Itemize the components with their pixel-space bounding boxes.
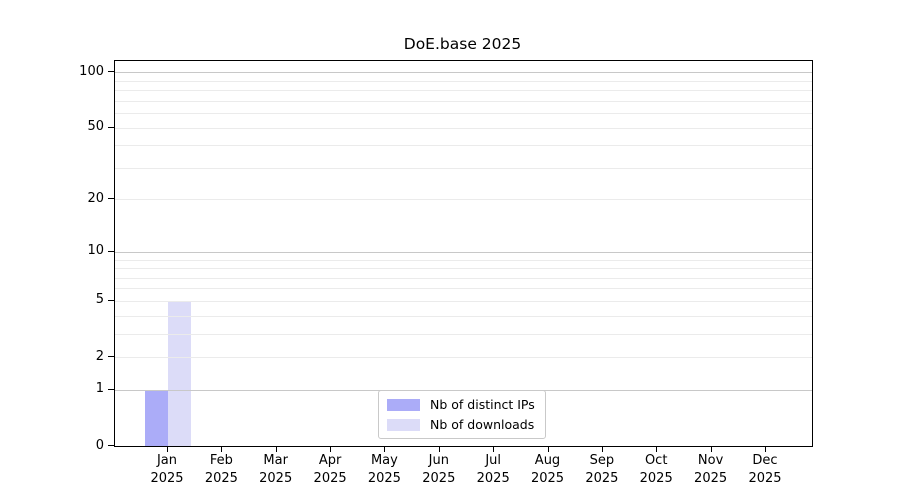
- x-tick-month: Jul: [485, 453, 502, 468]
- x-tick-label: Nov 2025: [684, 452, 738, 488]
- y-tick-mark: [108, 71, 114, 73]
- x-tick-mark: [547, 446, 549, 452]
- legend-swatch: [387, 418, 420, 431]
- minor-gridline: [115, 277, 812, 279]
- legend-label: Nb of downloads: [430, 417, 535, 432]
- minor-gridline: [115, 113, 812, 115]
- minor-gridline: [115, 80, 812, 82]
- y-tick-label: 1: [95, 381, 104, 397]
- x-tick-label: May 2025: [357, 452, 411, 488]
- x-tick-label: Jun 2025: [412, 452, 466, 488]
- x-tick-year: 2025: [694, 471, 728, 486]
- minor-gridline: [115, 300, 812, 302]
- x-tick-month: Nov: [697, 453, 724, 468]
- y-tick-label: 10: [87, 243, 104, 259]
- x-tick-year: 2025: [367, 471, 401, 486]
- x-tick-year: 2025: [150, 471, 184, 486]
- minor-gridline: [115, 268, 812, 269]
- x-tick-month: Feb: [209, 453, 233, 468]
- x-tick-label: Sep 2025: [575, 452, 629, 488]
- x-tick-label: Oct 2025: [629, 452, 683, 488]
- x-tick-mark: [656, 446, 658, 452]
- x-tick-mark: [601, 446, 603, 452]
- x-tick-month: Oct: [644, 453, 668, 468]
- minor-gridline: [115, 127, 812, 129]
- minor-gridline: [115, 333, 812, 335]
- x-tick-mark: [493, 446, 495, 452]
- y-tick-label: 100: [79, 63, 104, 79]
- x-tick-label: Apr 2025: [303, 452, 357, 488]
- minor-gridline: [115, 357, 812, 358]
- major-gridline: [115, 72, 812, 74]
- x-tick-year: 2025: [639, 471, 673, 486]
- x-tick-label: Feb 2025: [194, 452, 248, 488]
- y-tick-label: 20: [87, 190, 104, 206]
- minor-gridline: [115, 90, 812, 92]
- minor-gridline: [115, 199, 812, 201]
- y-tick-mark: [108, 445, 114, 446]
- legend-entry: Nb of downloads: [387, 417, 535, 432]
- y-tick-label: 0: [95, 437, 104, 453]
- x-tick-month: Mar: [263, 453, 288, 468]
- x-tick-mark: [710, 446, 712, 452]
- x-tick-year: 2025: [530, 471, 565, 486]
- x-tick-mark: [765, 446, 766, 452]
- y-tick-label: 2: [95, 348, 104, 364]
- y-tick-mark: [108, 356, 114, 357]
- x-tick-month: Apr: [318, 453, 342, 468]
- plot-area: [114, 60, 813, 447]
- x-tick-label: Dec 2025: [738, 452, 792, 488]
- legend-swatch: [387, 398, 420, 411]
- x-tick-mark: [438, 446, 440, 452]
- y-tick-mark: [108, 388, 114, 390]
- y-tick-mark: [108, 198, 114, 200]
- x-tick-year: 2025: [313, 471, 347, 486]
- x-tick-year: 2025: [422, 471, 456, 486]
- minor-gridline: [115, 145, 812, 147]
- x-tick-mark: [384, 446, 386, 452]
- x-tick-label: Jul 2025: [466, 452, 520, 488]
- minor-gridline: [115, 315, 812, 317]
- x-tick-mark: [167, 446, 168, 452]
- x-tick-year: 2025: [476, 471, 510, 486]
- x-tick-mark: [221, 446, 223, 452]
- y-tick-mark: [108, 126, 114, 128]
- x-tick-month: May: [370, 453, 398, 468]
- x-tick-label: Jan 2025: [140, 452, 194, 488]
- x-tick-year: 2025: [259, 471, 293, 486]
- x-tick-mark: [330, 446, 332, 452]
- x-tick-month: Sep: [589, 453, 615, 468]
- chart-title: DoE.base 2025: [403, 35, 522, 53]
- x-tick-month: Jun: [428, 453, 449, 468]
- x-tick-year: 2025: [585, 471, 619, 486]
- y-tick-label: 5: [95, 292, 104, 308]
- y-tick-mark: [108, 299, 114, 301]
- x-tick-year: 2025: [748, 471, 782, 486]
- y-tick-mark: [108, 250, 114, 252]
- x-tick-year: 2025: [204, 471, 238, 486]
- x-tick-month: Aug: [534, 453, 561, 468]
- x-tick-label: Mar 2025: [249, 452, 303, 488]
- minor-gridline: [115, 288, 812, 290]
- x-tick-month: Jan: [156, 453, 178, 468]
- major-gridline: [115, 251, 812, 253]
- legend-entry: Nb of distinct IPs: [387, 397, 535, 412]
- y-tick-label: 50: [87, 119, 104, 135]
- bar-nb-of-downloads: [168, 300, 191, 446]
- bar-nb-of-distinct-ips: [145, 389, 168, 446]
- minor-gridline: [115, 259, 812, 261]
- minor-gridline: [115, 167, 812, 169]
- x-tick-month: Dec: [752, 453, 778, 468]
- legend-label: Nb of distinct IPs: [430, 397, 535, 412]
- minor-gridline: [115, 100, 812, 102]
- x-tick-label: Aug 2025: [521, 452, 575, 488]
- legend: Nb of distinct IPs Nb of downloads: [378, 390, 546, 439]
- x-tick-mark: [275, 446, 277, 452]
